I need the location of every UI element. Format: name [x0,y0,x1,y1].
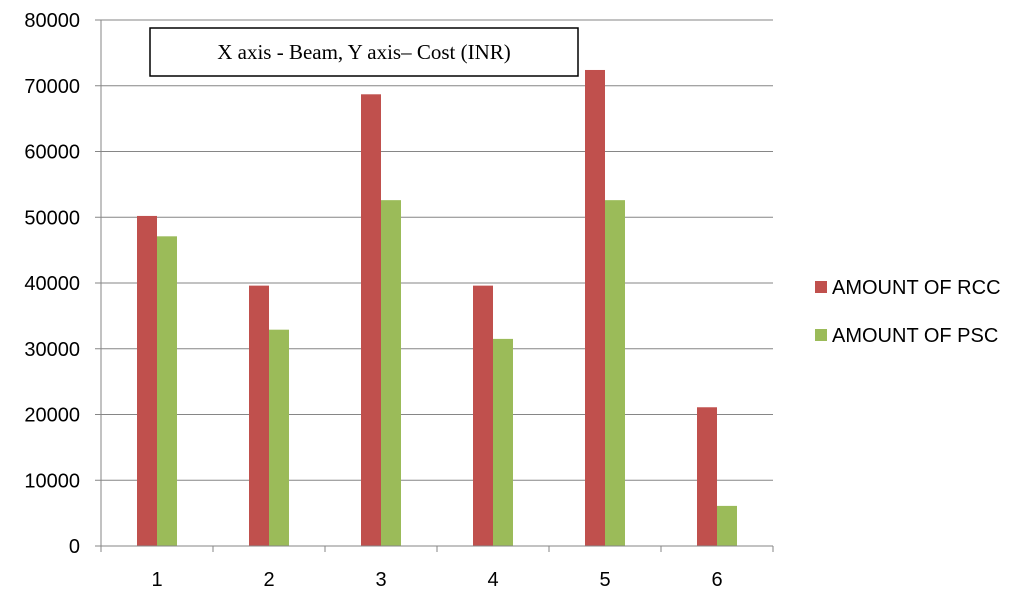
bar-psc-5 [605,200,625,546]
bar-rcc-6 [697,407,717,546]
annotation-box: X axis - Beam, Y axis– Cost (INR) [149,27,579,77]
bar-psc-2 [269,329,289,546]
bar-psc-1 [157,236,177,546]
x-tick-labels: 1 2 3 4 5 6 [100,546,774,591]
gridlines [101,19,773,481]
y-tick-label: 0 [69,536,80,558]
y-tick-label: 60000 [24,142,80,164]
y-tick-labels: 0 10000 20000 30000 40000 50000 60000 70000 8000… [24,10,101,558]
x-tick-label: 5 [599,569,610,591]
x-tick-label: 6 [711,569,722,591]
y-tick-label: 30000 [24,339,80,361]
bar-psc-3 [381,200,401,546]
x-tick-label: 2 [263,569,274,591]
bar-rcc-5 [585,69,605,546]
y-tick-label: 20000 [24,405,80,427]
y-tick-label: 70000 [24,76,80,98]
x-tick-label: 1 [151,569,162,591]
legend-label-rcc: AMOUNT OF RCC [832,277,1001,299]
annotation-border [149,27,579,77]
bar-rcc-4 [473,285,493,546]
legend-swatch-psc [815,329,827,341]
bar-psc-4 [493,338,513,546]
y-tick-label: 80000 [24,10,80,32]
legend-label-psc: AMOUNT OF PSC [832,325,998,347]
y-tick-label: 10000 [24,470,80,492]
y-tick-label: 50000 [24,207,80,229]
x-tick-label: 3 [375,569,386,591]
x-tick-label: 4 [487,569,498,591]
bars [137,69,737,547]
legend-swatch-rcc [815,281,827,293]
annotation-text: X axis - Beam, Y axis– Cost (INR) [217,40,511,64]
bar-rcc-3 [361,94,381,547]
bar-rcc-2 [249,285,269,546]
bar-psc-6 [717,505,737,546]
legend: AMOUNT OF RCC AMOUNT OF PSC [815,277,1001,347]
y-tick-label: 40000 [24,273,80,295]
bar-rcc-1 [137,215,157,546]
